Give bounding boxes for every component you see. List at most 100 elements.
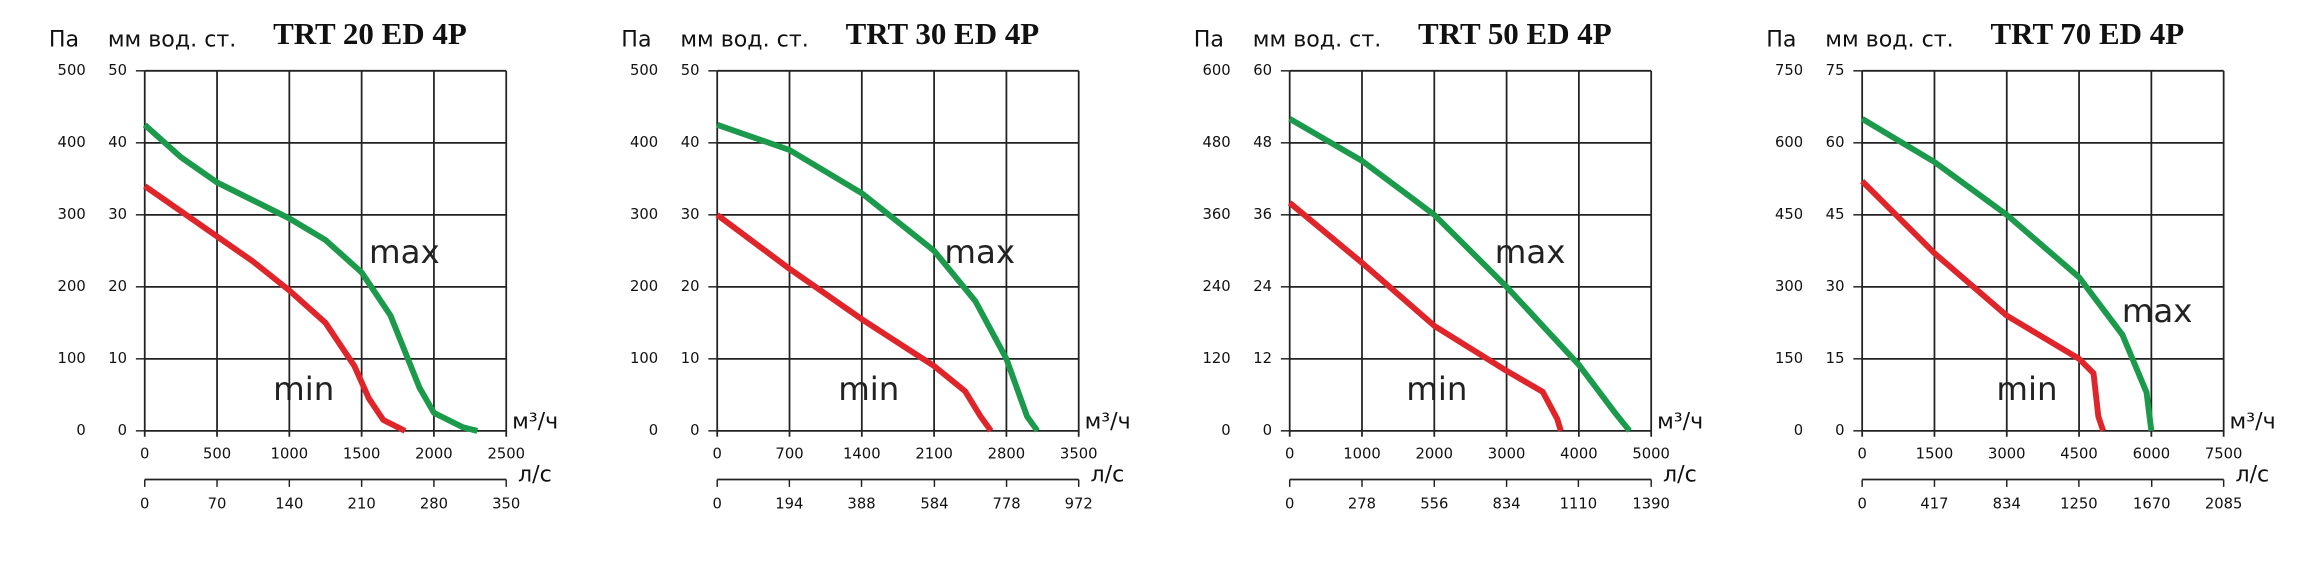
series-label: min <box>838 370 899 408</box>
x2-tick-label: 350 <box>492 496 520 513</box>
y2-tick-label: 0 <box>690 422 699 439</box>
series-line <box>1860 179 2106 432</box>
x-tick-label: 2000 <box>1416 445 1454 462</box>
series-label: min <box>1996 370 2057 408</box>
y-tick-label: 300 <box>58 206 86 223</box>
y-tick-label: 480 <box>1203 134 1231 151</box>
y-tick-label: 100 <box>630 350 658 367</box>
series-line <box>715 212 994 433</box>
x-tick-label: 1000 <box>271 445 309 462</box>
x-tick-label: 0 <box>1857 445 1866 462</box>
chart-title: TRT 50 ED 4P <box>1418 16 1612 51</box>
x2-tick-label: 0 <box>713 496 722 513</box>
y2-tick-label: 12 <box>1253 350 1272 367</box>
y2-tick-label: 0 <box>118 422 127 439</box>
x2-tick-label: 584 <box>920 496 948 513</box>
x2-tick-label: 778 <box>992 496 1020 513</box>
series-line <box>1288 116 1632 433</box>
series-label: max <box>2122 292 2193 330</box>
y2-tick-label: 15 <box>1826 350 1845 367</box>
x2-tick-label: 210 <box>348 496 376 513</box>
series-line <box>716 122 1040 433</box>
y-tick-label: 450 <box>1775 206 1803 223</box>
x2-tick-label: 2085 <box>2205 496 2243 513</box>
y-tick-label: 200 <box>630 278 658 295</box>
x2-tick-label: 1670 <box>2133 496 2171 513</box>
x2-tick-label: 834 <box>1993 496 2021 513</box>
y2-tick-label: 30 <box>1826 278 1845 295</box>
y-tick-label: 0 <box>1221 422 1230 439</box>
y2-tick-label: 20 <box>681 278 700 295</box>
y2-tick-label: 24 <box>1253 278 1272 295</box>
x2-tick-label: 0 <box>140 496 149 513</box>
series-label: min <box>1406 370 1467 408</box>
series-label: max <box>369 233 440 271</box>
series-label: max <box>1495 233 1566 271</box>
y-tick-label: 150 <box>1775 350 1803 367</box>
x-tick-label: 2000 <box>415 445 453 462</box>
y2-tick-label: 0 <box>1835 422 1844 439</box>
series-line <box>143 183 407 434</box>
x-tick-label: 0 <box>140 445 149 462</box>
y-tick-label: 120 <box>1203 350 1231 367</box>
chart-title: TRT 30 ED 4P <box>846 16 1040 51</box>
y-tick-label: 300 <box>630 206 658 223</box>
chart-title: TRT 20 ED 4P <box>273 16 467 51</box>
y-axis-label: Па <box>49 26 79 52</box>
x2-tick-label: 280 <box>420 496 448 513</box>
y2-tick-label: 36 <box>1253 206 1272 223</box>
x-tick-label: 4500 <box>2060 445 2098 462</box>
series-label: min <box>273 370 334 408</box>
x2-tick-label: 1390 <box>1632 496 1670 513</box>
y2-tick-label: 48 <box>1253 134 1272 151</box>
y-tick-label: 300 <box>1775 278 1803 295</box>
x-axis-label: м³/ч <box>512 408 558 434</box>
x2-tick-label: 140 <box>275 496 303 513</box>
x2-axis-label: л/с <box>518 462 552 488</box>
y-tick-label: 400 <box>630 134 658 151</box>
y2-tick-label: 40 <box>681 134 700 151</box>
y2-tick-label: 30 <box>681 206 700 223</box>
x-tick-label: 1500 <box>1916 445 1954 462</box>
y-tick-label: 500 <box>630 62 658 79</box>
y-axis-label: Па <box>1766 26 1796 52</box>
x2-tick-label: 417 <box>1920 496 1948 513</box>
chart-title: TRT 70 ED 4P <box>1991 16 2185 51</box>
y-tick-label: 0 <box>649 422 658 439</box>
x2-tick-label: 1250 <box>2060 496 2098 513</box>
x-tick-label: 700 <box>775 445 803 462</box>
y-tick-label: 400 <box>58 134 86 151</box>
series-line <box>1860 116 2155 432</box>
y-tick-label: 0 <box>1794 422 1803 439</box>
x2-tick-label: 1110 <box>1560 496 1598 513</box>
x2-tick-label: 278 <box>1348 496 1376 513</box>
x-tick-label: 4000 <box>1560 445 1598 462</box>
x-tick-label: 2800 <box>988 445 1026 462</box>
y-tick-label: 360 <box>1203 206 1231 223</box>
x2-axis-label: л/с <box>1663 462 1697 488</box>
x2-tick-label: 834 <box>1493 496 1521 513</box>
y2-tick-label: 0 <box>1263 422 1272 439</box>
x-tick-label: 500 <box>203 445 231 462</box>
x2-tick-label: 70 <box>208 496 227 513</box>
x-tick-label: 0 <box>1285 445 1294 462</box>
x-tick-label: 3000 <box>1488 445 1526 462</box>
x2-tick-label: 0 <box>1857 496 1866 513</box>
y2-tick-label: 45 <box>1826 206 1845 223</box>
x-axis-label: м³/ч <box>1085 408 1131 434</box>
series-line <box>1287 200 1564 432</box>
x-tick-label: 1400 <box>843 445 881 462</box>
x2-tick-label: 0 <box>1285 496 1294 513</box>
x2-tick-label: 388 <box>847 496 875 513</box>
x-tick-label: 1000 <box>1343 445 1381 462</box>
x2-tick-label: 972 <box>1065 496 1093 513</box>
x2-axis-label: л/с <box>1091 462 1125 488</box>
y-tick-label: 200 <box>58 278 86 295</box>
y2-tick-label: 10 <box>108 350 127 367</box>
x-tick-label: 3000 <box>1988 445 2026 462</box>
x2-axis-label: л/с <box>2235 462 2269 488</box>
y2-tick-label: 75 <box>1826 62 1845 79</box>
y-axis-label: Па <box>621 26 651 52</box>
y-tick-label: 500 <box>58 62 86 79</box>
